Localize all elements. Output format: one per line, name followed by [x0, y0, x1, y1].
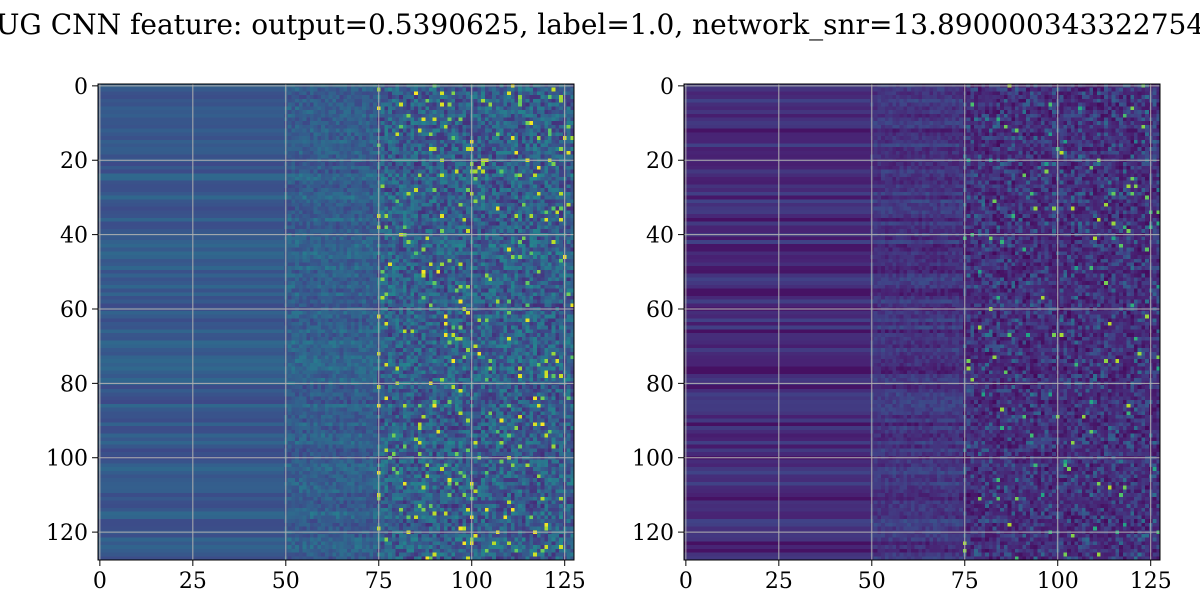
figure-title: UG CNN feature: output=0.5390625, label=…: [0, 8, 1200, 41]
y-tick-label: 60: [646, 298, 674, 323]
left-y-axis: 0 20 40 60 80 100 120: [46, 75, 98, 546]
right-heatmap-panel: 0 25 50 75 100 125 0 20 40 60 80 100 120: [632, 75, 1172, 594]
x-tick-label: 0: [93, 569, 107, 594]
y-tick-label: 80: [60, 372, 88, 397]
x-tick-label: 125: [1130, 569, 1172, 594]
y-tick-label: 100: [46, 447, 88, 472]
x-tick-label: 100: [1037, 569, 1079, 594]
x-tick-label: 25: [179, 569, 207, 594]
x-tick-label: 50: [272, 569, 300, 594]
y-tick-label: 0: [660, 75, 674, 100]
y-tick-label: 100: [632, 447, 674, 472]
left-heatmap-grid: [98, 84, 574, 560]
x-tick-label: 50: [858, 569, 886, 594]
left-heatmap-panel: 0 25 50 75 100 125 0 20 40 60 80 100 120: [46, 75, 586, 594]
left-x-axis: 0 25 50 75 100 125: [93, 560, 586, 594]
y-tick-label: 60: [60, 298, 88, 323]
right-heatmap-image: [684, 84, 1160, 560]
x-tick-label: 75: [365, 569, 393, 594]
y-tick-label: 20: [646, 149, 674, 174]
right-heatmap-grid: [684, 84, 1160, 560]
y-tick-label: 120: [46, 521, 88, 546]
y-tick-label: 0: [74, 75, 88, 100]
x-tick-label: 25: [765, 569, 793, 594]
y-tick-label: 20: [60, 149, 88, 174]
x-tick-label: 125: [544, 569, 586, 594]
y-tick-label: 40: [60, 224, 88, 249]
y-tick-label: 120: [632, 521, 674, 546]
right-heatmap-frame: [683, 83, 1161, 561]
x-tick-label: 75: [951, 569, 979, 594]
y-tick-label: 80: [646, 372, 674, 397]
left-heatmap-image: [98, 84, 574, 560]
left-heatmap-frame: [97, 83, 575, 561]
right-x-axis: 0 25 50 75 100 125: [679, 560, 1172, 594]
right-y-axis: 0 20 40 60 80 100 120: [632, 75, 684, 546]
y-tick-label: 40: [646, 224, 674, 249]
x-tick-label: 100: [451, 569, 493, 594]
x-tick-label: 0: [679, 569, 693, 594]
